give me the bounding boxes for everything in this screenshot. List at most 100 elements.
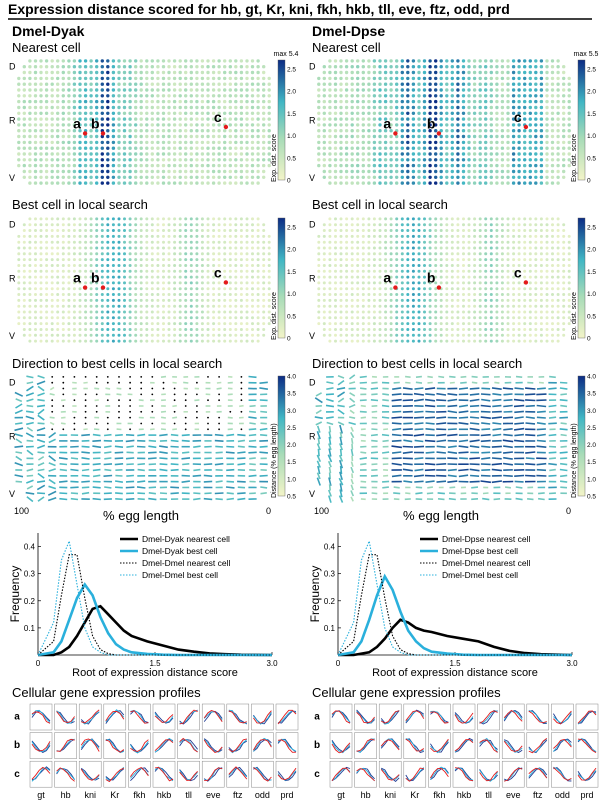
cell-dot <box>390 328 393 331</box>
cell-dot <box>212 77 215 80</box>
cell-dot <box>423 264 426 267</box>
cell-dot <box>373 123 376 126</box>
direction-arrow <box>472 382 477 383</box>
cell-dot <box>246 328 249 331</box>
cell-dot <box>112 258 115 261</box>
direction-arrow <box>59 481 67 482</box>
cell-dot <box>234 147 237 150</box>
cell-dot <box>106 147 109 150</box>
cell-dot <box>401 59 404 62</box>
cell-dot <box>546 316 549 319</box>
cell-dot <box>490 117 493 120</box>
cell-dot <box>112 117 115 120</box>
cell-dot <box>412 328 415 331</box>
cell-dot <box>73 322 76 325</box>
cell-dot <box>490 152 493 155</box>
cell-dot <box>367 235 370 238</box>
cell-dot <box>456 287 459 290</box>
cell-dot <box>384 88 387 91</box>
cell-dot <box>56 229 59 232</box>
cell-dot <box>240 322 243 325</box>
cell-dot <box>217 71 220 74</box>
cell-dot <box>340 252 343 255</box>
arrow-dot <box>62 388 64 390</box>
cell-dot <box>234 311 237 314</box>
cell-dot <box>45 322 48 325</box>
cell-dot <box>479 181 482 184</box>
cell-dot <box>429 305 432 308</box>
cell-dot <box>112 235 115 238</box>
direction-arrow <box>227 481 235 482</box>
direction-arrow <box>349 423 356 425</box>
cell-dot <box>117 59 120 62</box>
cell-dot <box>184 123 187 126</box>
cell-dot <box>201 241 204 244</box>
direction-arrow <box>326 382 333 383</box>
cell-dot <box>534 270 537 273</box>
cell-dot <box>517 71 520 74</box>
cell-dot <box>328 316 331 319</box>
cell-dot <box>89 71 92 74</box>
cell-dot <box>445 217 448 220</box>
direction-arrow <box>16 452 23 453</box>
cell-dot <box>501 293 504 296</box>
direction-arrow <box>470 394 479 395</box>
cell-dot <box>201 100 204 103</box>
cell-dot <box>345 112 348 115</box>
cell-dot <box>434 100 437 103</box>
cell-dot <box>501 77 504 80</box>
cell-dot <box>373 217 376 220</box>
direction-arrow <box>104 476 113 477</box>
cell-dot <box>317 94 320 97</box>
cell-dot <box>562 135 565 138</box>
cell-dot <box>156 152 159 155</box>
cell-dot <box>339 94 342 97</box>
cell-dot <box>323 252 326 255</box>
cell-dot <box>417 59 420 62</box>
cell-dot <box>445 141 448 144</box>
cell-dot <box>151 106 154 109</box>
cell-dot <box>395 217 398 220</box>
cell-dot <box>112 141 115 144</box>
cell-dot <box>201 83 204 86</box>
cell-dot <box>179 170 182 173</box>
direction-arrow <box>61 423 66 424</box>
direction-arrow <box>371 429 377 430</box>
cell-dot <box>373 316 376 319</box>
direction-arrow <box>149 487 156 488</box>
cell-dot <box>401 164 404 167</box>
cell-dot <box>484 106 487 109</box>
cell-dot <box>101 158 104 161</box>
cell-dot <box>545 152 548 155</box>
cell-dot <box>406 293 409 296</box>
cell-dot <box>401 299 404 302</box>
direction-arrow <box>492 469 502 470</box>
cell-dot <box>240 247 243 250</box>
cell-dot <box>323 276 326 279</box>
cell-dot <box>151 264 154 267</box>
cell-dot <box>412 334 415 337</box>
cell-dot <box>207 241 210 244</box>
cell-dot <box>45 77 48 80</box>
cell-dot <box>229 181 232 184</box>
cell-dot <box>51 59 54 62</box>
direction-arrow <box>492 423 501 424</box>
cell-dot <box>551 71 554 74</box>
cell-dot <box>62 328 65 331</box>
cell-dot <box>418 276 421 279</box>
cell-dot <box>67 311 70 314</box>
cell-dot <box>384 299 387 302</box>
cell-dot <box>156 340 159 343</box>
cell-dot <box>40 270 43 273</box>
cell-dot <box>251 71 254 74</box>
cell-dot <box>145 311 148 314</box>
cell-dot <box>462 117 465 120</box>
direction-arrow <box>50 417 55 418</box>
cell-dot <box>557 252 560 255</box>
cell-dot <box>490 276 493 279</box>
cell-dot <box>134 334 137 337</box>
direction-arrow <box>382 406 389 407</box>
cell-dot <box>356 106 359 109</box>
cell-dot <box>190 158 193 161</box>
direction-arrow <box>341 449 342 456</box>
